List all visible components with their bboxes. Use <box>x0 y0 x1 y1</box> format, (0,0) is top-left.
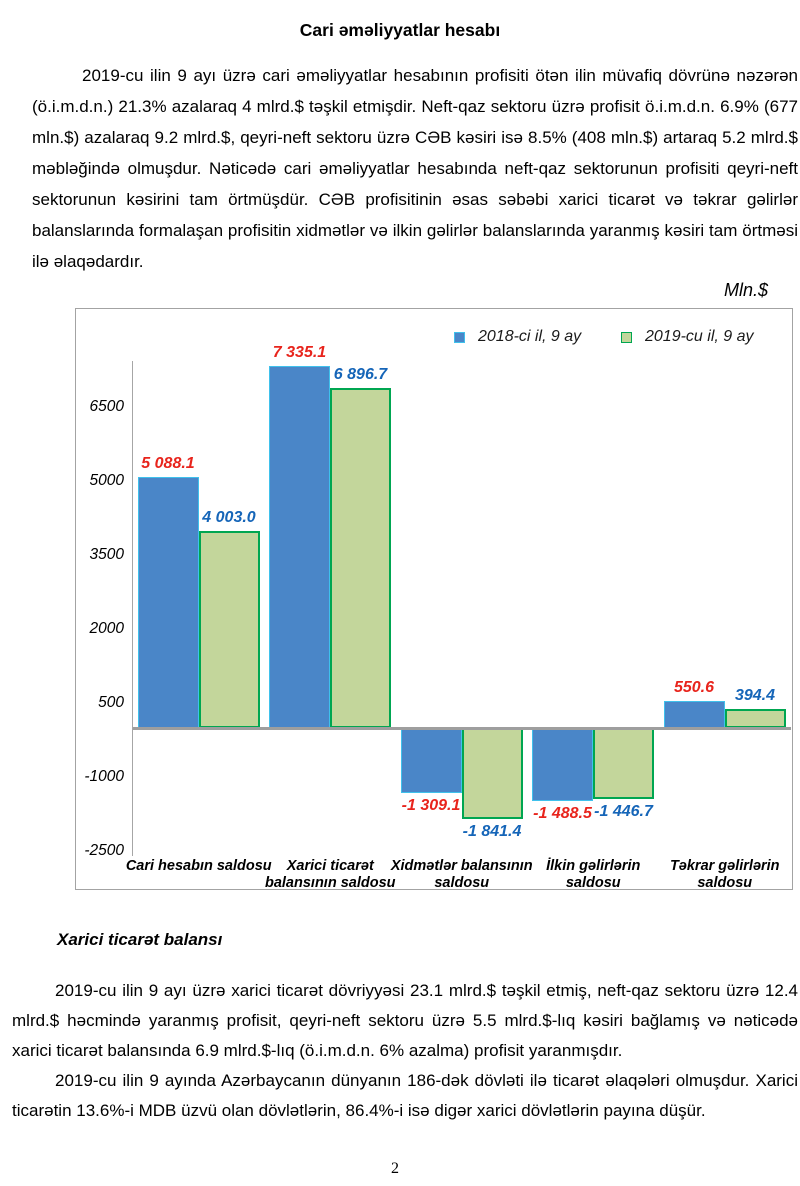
chart-bar <box>330 387 391 728</box>
bar-value-label: 394.4 <box>734 686 776 704</box>
chart-bar <box>724 708 786 728</box>
category-label: Xidmətlər balansının saldosu <box>390 858 533 891</box>
foreign-trade-paragraphs: 2019-cu ilin 9 ayı üzrə xarici ticarət d… <box>12 976 798 1126</box>
legend-label: 2019-cu il, 9 ay <box>645 328 754 345</box>
section-heading-foreign-trade: Xarici ticarət balansı <box>57 930 223 949</box>
chart-bar <box>663 700 725 728</box>
page-title: Cari əməliyyatlar hesabı <box>299 20 501 40</box>
bar-value-label: 7 335.1 <box>272 344 327 362</box>
paragraph-current-account: 2019-cu ilin 9 ayı üzrə cari əməliyyatla… <box>32 66 798 271</box>
y-axis-tick-label: 500 <box>98 694 124 712</box>
y-axis-tick-label: -1000 <box>84 768 124 786</box>
chart-bar <box>593 728 654 800</box>
y-axis-tick-label: 5000 <box>89 472 124 490</box>
y-axis-line <box>131 361 133 856</box>
bar-value-label: 5 088.1 <box>141 454 195 472</box>
legend-label: 2018-ci il, 9 ay <box>478 328 582 345</box>
legend-swatch-2019 <box>621 331 632 343</box>
category-label: İlkin gəlirlərin saldosu <box>546 858 641 891</box>
chart-bar <box>269 366 330 728</box>
legend-swatch-2018 <box>454 331 465 343</box>
paragraph-trade-partners: 2019-cu ilin 9 ayında Azərbaycanın dünya… <box>12 1071 798 1120</box>
paragraph-trade-turnover: 2019-cu ilin 9 ayı üzrə xarici ticarət d… <box>12 981 798 1060</box>
bar-value-label: 6 896.7 <box>333 365 388 383</box>
chart-unit-label: Mln.$ <box>723 280 768 300</box>
y-axis-tick-label: 3500 <box>89 546 124 564</box>
legend-item: 2018-ci il, 9 ay <box>454 328 582 345</box>
y-axis-tick-label: -2500 <box>84 842 124 860</box>
category-label: Xarici ticarət balansının saldosu <box>264 858 396 891</box>
chart-bar <box>198 530 260 728</box>
chart-bar <box>137 476 199 728</box>
bar-value-label: 4 003.0 <box>202 508 256 526</box>
bar-value-label: 550.6 <box>673 678 715 696</box>
category-label: Cari hesabın saldosu <box>125 858 272 874</box>
page-number: 2 <box>391 1160 399 1177</box>
zero-baseline <box>133 727 791 730</box>
category-label: Təkrar gəlirlərin saldosu <box>669 858 780 891</box>
legend-item: 2019-cu il, 9 ay <box>621 328 754 345</box>
bar-chart: 6500 5000 3500 2000 500 -1000 -2500 5 088.1 7 33… <box>75 308 793 891</box>
bar-value-label: -1 309.1 <box>401 796 461 814</box>
chart-bar <box>461 728 523 819</box>
y-axis-tick-label: 6500 <box>89 398 124 416</box>
chart-bar <box>532 728 593 802</box>
bar-value-label: -1 446.7 <box>594 803 653 821</box>
chart-bar <box>400 728 462 793</box>
bar-value-label: -1 841.4 <box>462 822 522 840</box>
bar-value-label: -1 488.5 <box>533 805 592 823</box>
y-axis-tick-label: 2000 <box>89 620 124 638</box>
